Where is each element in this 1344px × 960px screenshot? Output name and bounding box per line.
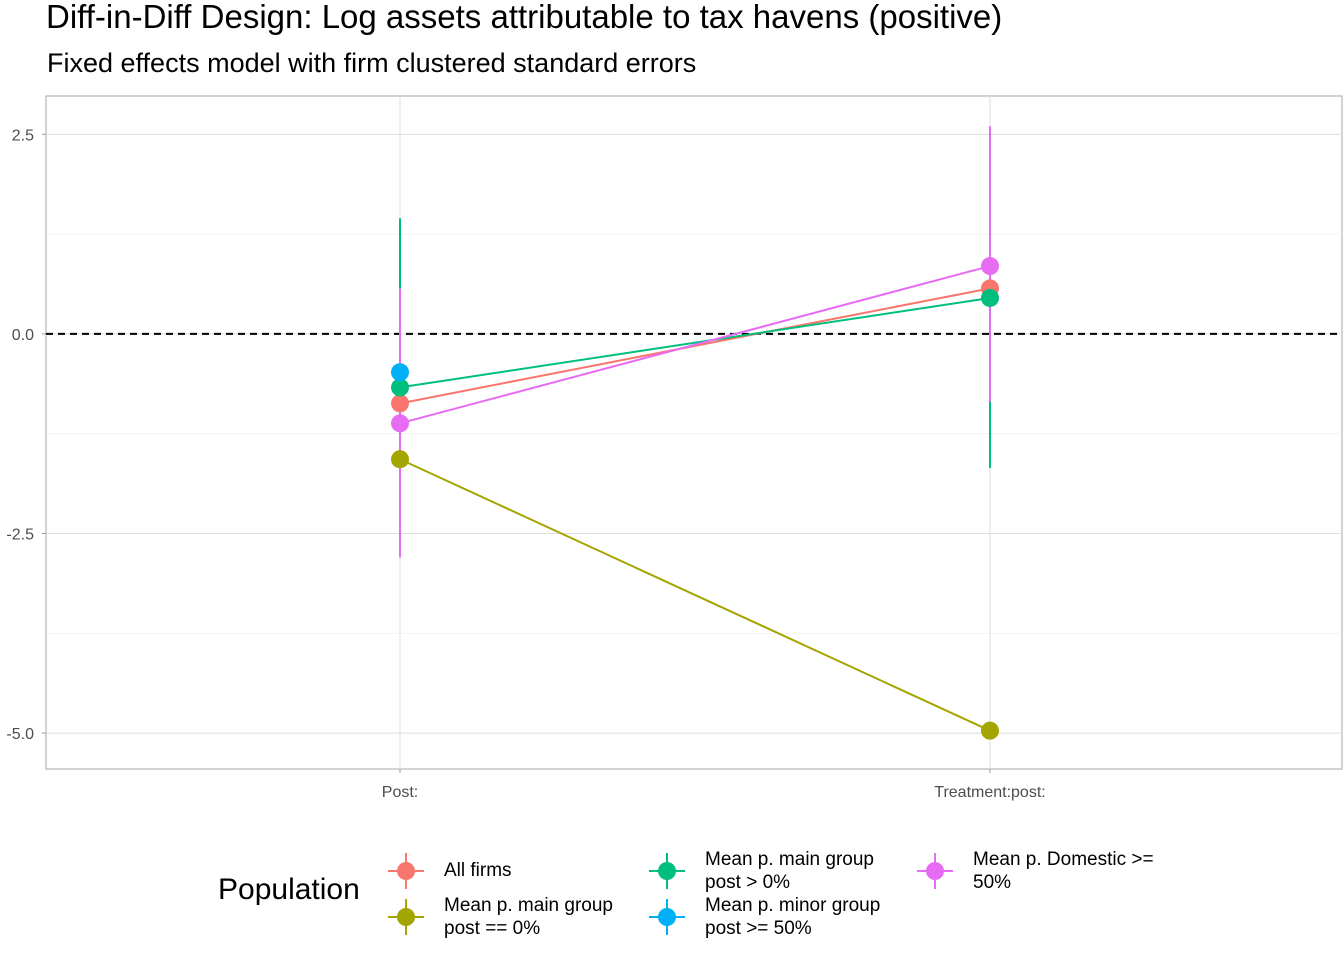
series-line bbox=[399, 296, 991, 389]
chart-subtitle: Fixed effects model with firm clustered … bbox=[47, 48, 697, 78]
data-point bbox=[981, 721, 999, 740]
y-tick-label: -2.5 bbox=[6, 526, 34, 543]
grid-lines bbox=[46, 96, 1342, 769]
legend-label: Mean p. main group post > 0% bbox=[705, 849, 874, 893]
data-point bbox=[981, 288, 999, 307]
legend-key-domestic bbox=[917, 853, 953, 889]
x-tick-label: Treatment:post: bbox=[934, 784, 1045, 801]
legend-label: All firms bbox=[444, 860, 512, 881]
plot-area: 2.5 0.0 -2.5 -5.0 Post: Treatment:post: bbox=[6, 95, 1343, 801]
legend-key-point bbox=[658, 862, 676, 880]
legend-key-all-firms bbox=[388, 853, 424, 889]
series-line bbox=[399, 287, 991, 405]
legend-label: Mean p. Domestic >= 50% bbox=[973, 849, 1154, 893]
series-lines bbox=[399, 265, 991, 732]
data-point bbox=[391, 363, 409, 382]
x-tick-label: Post: bbox=[382, 784, 418, 801]
legend-key-point bbox=[926, 862, 944, 880]
x-axis: Post: Treatment:post: bbox=[382, 769, 1046, 801]
legend-label: Mean p. main group post == 0% bbox=[444, 895, 613, 939]
data-point bbox=[391, 414, 409, 433]
panel-border bbox=[45, 95, 1343, 770]
data-point bbox=[391, 450, 409, 469]
data-point bbox=[981, 257, 999, 276]
legend-key-point bbox=[397, 908, 415, 926]
legend-key-point bbox=[658, 908, 676, 926]
legend-label: Mean p. minor group post >= 50% bbox=[705, 895, 881, 939]
chart-title: Diff-in-Diff Design: Log assets attribut… bbox=[46, 0, 1003, 35]
series-line bbox=[399, 265, 991, 425]
legend-key-point bbox=[397, 862, 415, 880]
y-tick-label: -5.0 bbox=[6, 726, 34, 743]
y-axis: 2.5 0.0 -2.5 -5.0 bbox=[6, 127, 46, 743]
data-point bbox=[391, 394, 409, 413]
data-point bbox=[391, 378, 409, 397]
legend-key-main-group-positive bbox=[649, 853, 685, 889]
legend-key-minor-group bbox=[649, 899, 685, 935]
series-line bbox=[399, 458, 991, 732]
legend-title: Population bbox=[218, 873, 360, 906]
y-tick-label: 2.5 bbox=[12, 127, 34, 144]
legend-key-main-group-zero bbox=[388, 899, 424, 935]
data-points bbox=[391, 257, 999, 740]
y-tick-label: 0.0 bbox=[12, 327, 34, 344]
